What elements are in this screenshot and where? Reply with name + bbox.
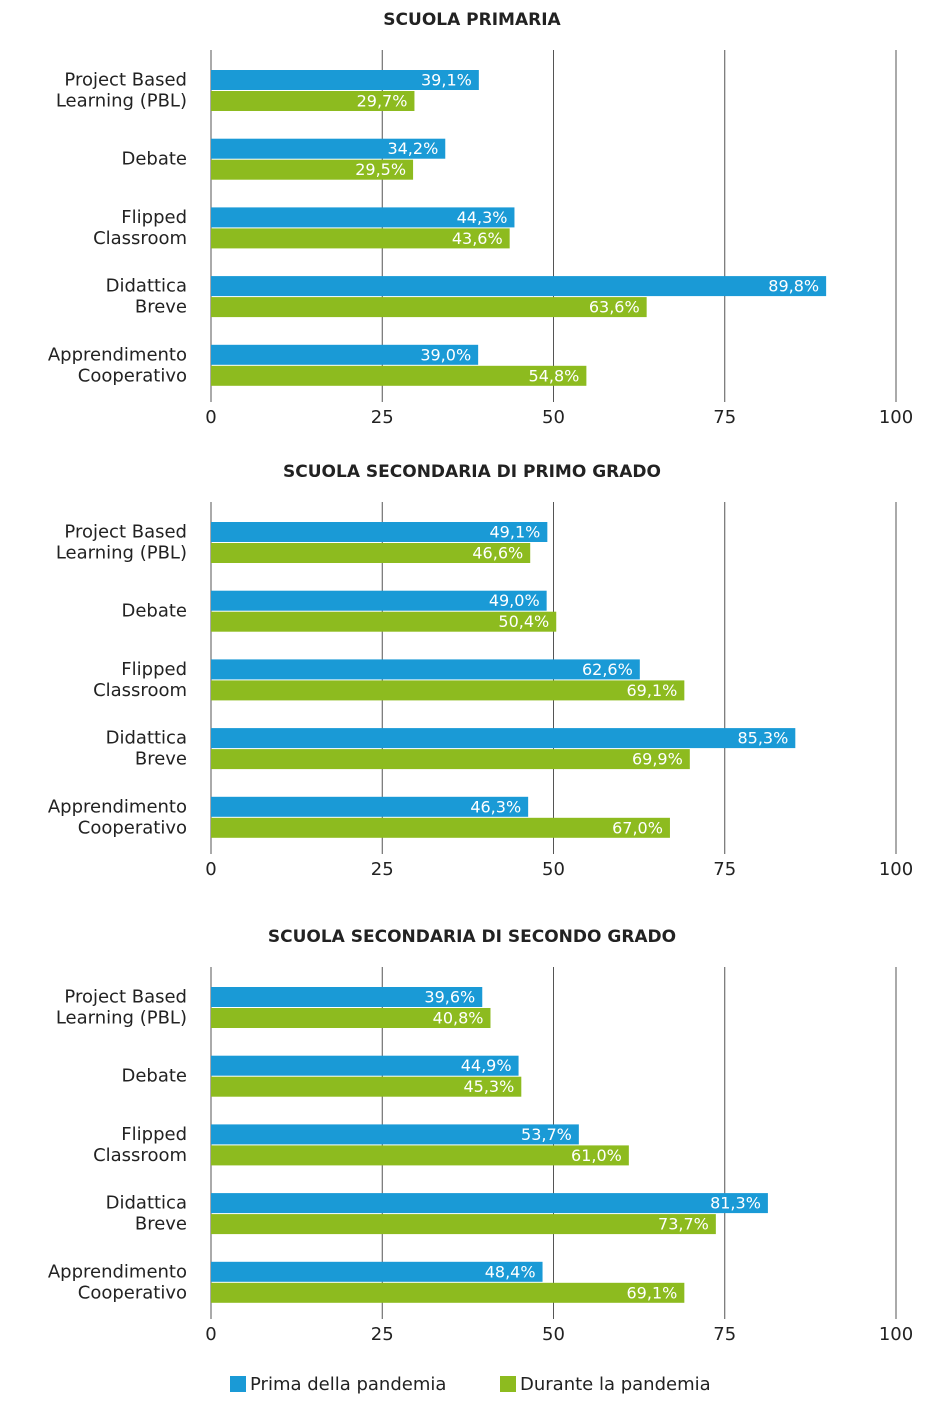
- x-tick-label: 25: [371, 859, 394, 880]
- bar: [211, 1261, 543, 1282]
- legend-label: Durante la pandemia: [520, 1374, 711, 1395]
- value-label: 44,3%: [457, 208, 508, 227]
- bar: [211, 1193, 768, 1214]
- bar: [211, 659, 640, 680]
- bar: [211, 543, 531, 563]
- bar: [211, 1076, 522, 1097]
- bar: [211, 70, 479, 90]
- value-label: 45,3%: [463, 1077, 514, 1096]
- value-label: 62,6%: [582, 660, 633, 679]
- value-label: 49,0%: [489, 591, 540, 610]
- legend-swatch: [500, 1376, 516, 1392]
- x-tick-label: 100: [879, 1324, 913, 1345]
- value-label: 54,8%: [529, 366, 580, 385]
- value-label: 63,6%: [589, 298, 640, 317]
- bar: [211, 228, 510, 249]
- value-label: 48,4%: [485, 1262, 536, 1281]
- category-label: Flipped Classroom: [93, 659, 187, 701]
- bar: [211, 276, 827, 297]
- x-tick-label: 75: [713, 1324, 736, 1345]
- value-label: 67,0%: [612, 818, 663, 837]
- bar: [211, 138, 446, 159]
- value-label: 73,7%: [658, 1215, 709, 1234]
- category-label: Project Based Learning (PBL): [56, 522, 187, 564]
- bar: [211, 728, 796, 749]
- x-tick-label: 100: [879, 407, 913, 428]
- value-label: 39,1%: [421, 71, 472, 90]
- legend-swatch: [230, 1376, 246, 1392]
- value-label: 46,6%: [472, 544, 523, 563]
- category-label: Didattica Breve: [106, 728, 187, 770]
- x-tick-label: 25: [371, 1324, 394, 1345]
- category-label: Didattica Breve: [106, 276, 187, 318]
- bar: [211, 207, 515, 228]
- value-label: 69,1%: [627, 1283, 678, 1302]
- value-label: 39,0%: [420, 345, 471, 364]
- category-label: Flipped Classroom: [93, 207, 187, 249]
- x-tick-label: 100: [879, 859, 913, 880]
- bar: [211, 1124, 579, 1145]
- bar: [211, 344, 479, 365]
- bar: [211, 749, 690, 770]
- category-label: Project Based Learning (PBL): [56, 987, 187, 1029]
- value-label: 46,3%: [470, 797, 521, 816]
- category-label: Didattica Breve: [106, 1193, 187, 1235]
- value-label: 69,1%: [627, 681, 678, 700]
- value-label: 39,6%: [424, 988, 475, 1007]
- bar: [211, 1055, 519, 1076]
- value-label: 61,0%: [571, 1146, 622, 1165]
- value-label: 44,9%: [461, 1056, 512, 1075]
- chart-title: SCUOLA PRIMARIA: [383, 10, 561, 30]
- value-label: 89,8%: [768, 277, 819, 296]
- bar: [211, 817, 670, 838]
- value-label: 53,7%: [521, 1125, 572, 1144]
- category-label: Debate: [121, 601, 187, 622]
- value-label: 34,2%: [387, 139, 438, 158]
- bar: [211, 522, 548, 542]
- category-label: Apprendimento Cooperativo: [48, 796, 187, 838]
- bar: [211, 680, 685, 701]
- x-tick-label: 0: [205, 407, 216, 428]
- x-tick-label: 25: [371, 407, 394, 428]
- value-label: 40,8%: [433, 1009, 484, 1028]
- chart-title: SCUOLA SECONDARIA DI SECONDO GRADO: [268, 927, 676, 947]
- x-tick-label: 50: [542, 1324, 565, 1345]
- x-tick-label: 75: [713, 407, 736, 428]
- category-label: Debate: [121, 1066, 187, 1087]
- bar: [211, 1008, 491, 1028]
- value-label: 29,5%: [355, 160, 406, 179]
- value-label: 81,3%: [710, 1194, 761, 1213]
- value-label: 29,7%: [357, 92, 408, 111]
- value-label: 85,3%: [737, 729, 788, 748]
- legend-label: Prima della pandemia: [250, 1374, 446, 1395]
- chart-title: SCUOLA SECONDARIA DI PRIMO GRADO: [283, 462, 661, 482]
- bar: [211, 159, 414, 180]
- x-tick-label: 75: [713, 859, 736, 880]
- category-label: Flipped Classroom: [93, 1124, 187, 1166]
- bar: [211, 91, 415, 111]
- category-label: Debate: [121, 149, 187, 170]
- bar: [211, 365, 587, 386]
- bar: [211, 590, 547, 611]
- x-tick-label: 50: [542, 407, 565, 428]
- x-tick-label: 0: [205, 859, 216, 880]
- category-label: Apprendimento Cooperativo: [48, 344, 187, 386]
- value-label: 69,9%: [632, 750, 683, 769]
- value-label: 50,4%: [498, 612, 549, 631]
- value-label: 49,1%: [490, 523, 541, 542]
- bar: [211, 1145, 629, 1166]
- value-label: 43,6%: [452, 229, 503, 248]
- bar: [211, 796, 529, 817]
- x-tick-label: 0: [205, 1324, 216, 1345]
- bar: [211, 1282, 685, 1303]
- bar: [211, 297, 647, 318]
- bar: [211, 1214, 716, 1235]
- bar: [211, 987, 483, 1007]
- x-tick-label: 50: [542, 859, 565, 880]
- category-label: Apprendimento Cooperativo: [48, 1261, 187, 1303]
- category-label: Project Based Learning (PBL): [56, 70, 187, 112]
- bar: [211, 611, 557, 632]
